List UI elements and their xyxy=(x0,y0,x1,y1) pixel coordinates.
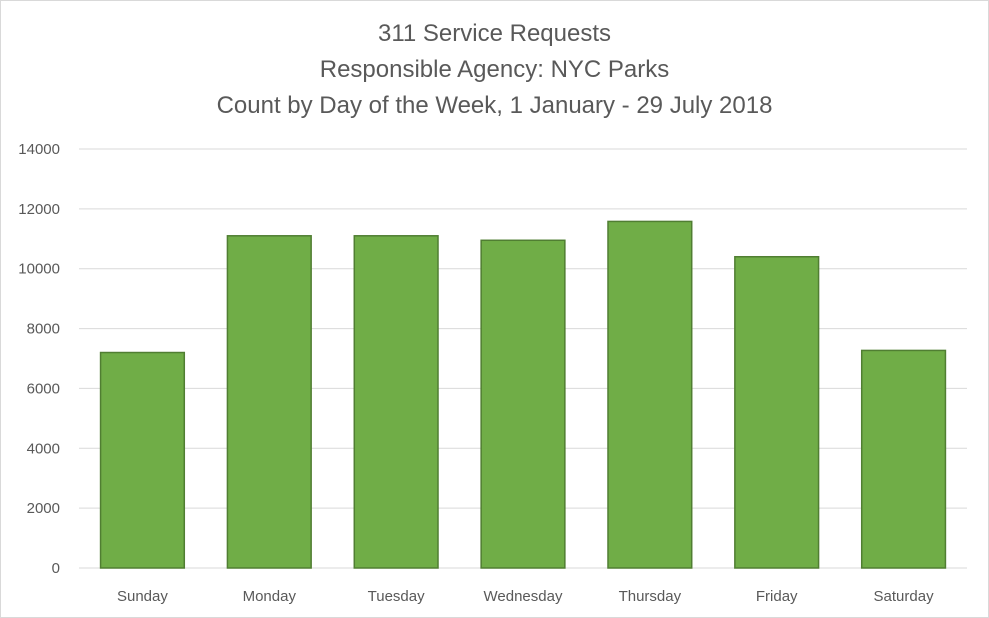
x-tick-label: Tuesday xyxy=(368,588,425,605)
y-tick-label: 2000 xyxy=(27,500,60,517)
x-tick-label: Wednesday xyxy=(484,588,563,605)
bar-wednesday xyxy=(480,239,566,569)
y-tick-label: 8000 xyxy=(27,321,60,338)
chart-title-line-1: 311 Service Requests xyxy=(377,20,611,47)
bar-tuesday xyxy=(353,235,439,569)
bar-thursday xyxy=(607,220,693,569)
x-tick-label: Monday xyxy=(243,588,297,605)
bar-friday xyxy=(734,255,820,569)
bar-monday xyxy=(226,235,312,569)
x-tick-label: Saturday xyxy=(874,588,935,605)
y-tick-label: 12000 xyxy=(18,201,60,218)
chart-title: 311 Service Requests Responsible Agency:… xyxy=(0,16,989,124)
bar-saturday xyxy=(860,349,947,569)
y-tick-label: 10000 xyxy=(18,261,60,278)
y-tick-label: 0 xyxy=(52,560,60,577)
bar-sunday xyxy=(99,351,186,569)
y-tick-label: 4000 xyxy=(27,440,60,457)
x-tick-label: Thursday xyxy=(619,588,682,605)
y-tick-label: 6000 xyxy=(27,380,60,397)
chart-title-line-3: Count by Day of the Week, 1 January - 29… xyxy=(216,92,773,119)
chart-title-line-2: Responsible Agency: NYC Parks xyxy=(319,56,670,83)
x-tick-label: Friday xyxy=(756,588,798,605)
x-tick-label: Sunday xyxy=(117,588,168,605)
y-tick-label: 14000 xyxy=(18,141,60,158)
